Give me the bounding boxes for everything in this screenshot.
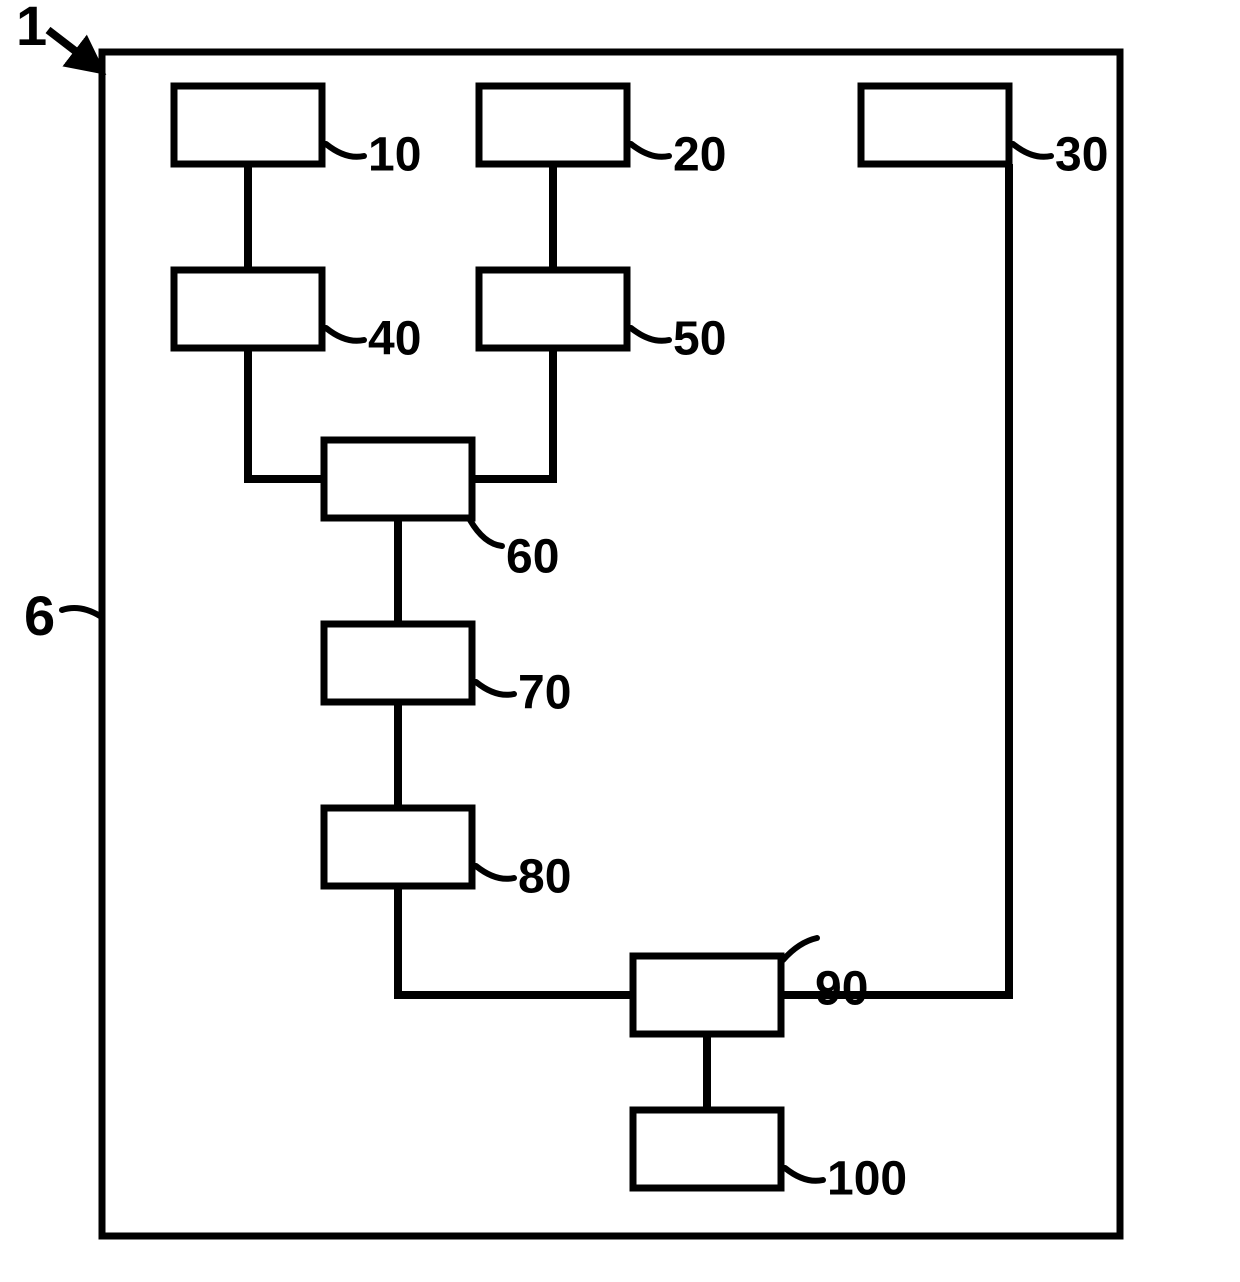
- outer-frame: [102, 52, 1120, 1236]
- label-n100: 100: [827, 1153, 907, 1206]
- node-n10: [174, 86, 322, 164]
- label-n90: 90: [815, 963, 868, 1016]
- node-n80: [324, 808, 472, 886]
- edge-n40-n60: [248, 348, 324, 479]
- label-n30: 30: [1055, 129, 1108, 182]
- label-n20: 20: [673, 129, 726, 182]
- leader-n60: [470, 520, 502, 546]
- leader-frame-6: [62, 608, 100, 616]
- label-n70: 70: [518, 667, 571, 720]
- node-n60: [324, 440, 472, 518]
- label-n80: 80: [518, 851, 571, 904]
- leader-n80: [476, 866, 514, 879]
- node-n20: [479, 86, 627, 164]
- leader-n30: [1013, 144, 1051, 157]
- leader-n100: [785, 1168, 823, 1181]
- node-n90: [633, 956, 781, 1034]
- node-n30: [861, 86, 1009, 164]
- leader-n70: [476, 682, 514, 695]
- edge-n30-n90: [781, 164, 1009, 995]
- node-n50: [479, 270, 627, 348]
- label-n60: 60: [506, 531, 559, 584]
- figure-label-1: 1: [16, 0, 47, 57]
- figure-label-6: 6: [24, 584, 55, 647]
- leader-n10: [326, 144, 364, 157]
- leader-n50: [631, 328, 669, 341]
- edge-n80-n90: [398, 886, 633, 995]
- label-n10: 10: [368, 129, 421, 182]
- edge-n50-n60: [472, 348, 553, 479]
- leader-n20: [631, 144, 669, 157]
- label-n40: 40: [368, 313, 421, 366]
- leader-n40: [326, 328, 364, 341]
- leader-n90: [783, 938, 817, 960]
- node-n40: [174, 270, 322, 348]
- figure-arrow-1: [48, 30, 100, 70]
- node-n100: [633, 1110, 781, 1188]
- label-n50: 50: [673, 313, 726, 366]
- node-n70: [324, 624, 472, 702]
